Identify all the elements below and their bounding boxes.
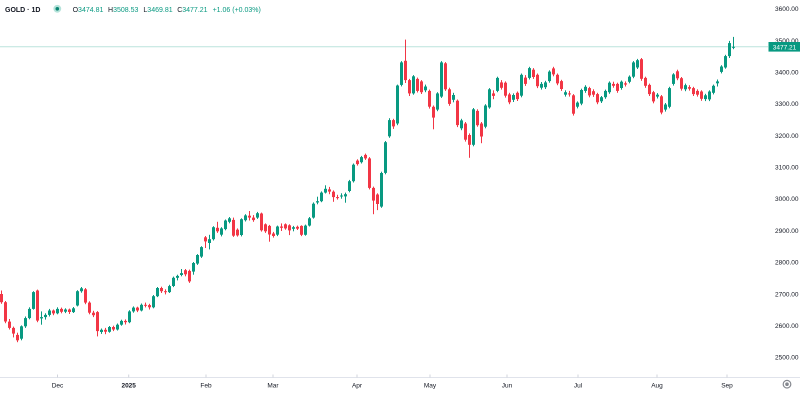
svg-text:C3477.21: C3477.21 [177,7,207,14]
svg-text:2500.00: 2500.00 [775,355,799,362]
svg-text:O3474.81: O3474.81 [73,7,104,14]
svg-text:Sep: Sep [721,383,733,390]
svg-text:Apr: Apr [352,383,363,390]
svg-text:3400.00: 3400.00 [775,70,799,77]
svg-text:May: May [424,383,437,390]
svg-text:Dec: Dec [52,383,64,390]
svg-text:2800.00: 2800.00 [775,260,799,267]
svg-text:Aug: Aug [651,383,663,390]
svg-text:3500.00: 3500.00 [775,38,799,45]
svg-text:+1.06 (+0.03%): +1.06 (+0.03%) [213,7,261,14]
svg-text:2700.00: 2700.00 [775,291,799,298]
svg-text:H3508.53: H3508.53 [108,7,138,14]
svg-text:3477.21: 3477.21 [773,44,797,51]
svg-text:3100.00: 3100.00 [775,165,799,172]
svg-text:2600.00: 2600.00 [775,323,799,330]
svg-text:3000.00: 3000.00 [775,196,799,203]
svg-text:Jul: Jul [574,383,583,390]
svg-text:3600.00: 3600.00 [775,6,799,13]
svg-text:2025: 2025 [121,383,136,390]
svg-text:L3469.81: L3469.81 [143,7,172,14]
svg-text:3200.00: 3200.00 [775,133,799,140]
svg-text:3300.00: 3300.00 [775,101,799,108]
svg-text:Feb: Feb [200,383,212,390]
svg-text:2900.00: 2900.00 [775,228,799,235]
svg-text:GOLD · 1D: GOLD · 1D [5,7,40,14]
svg-text:Mar: Mar [267,383,279,390]
svg-text:Jun: Jun [502,383,513,390]
